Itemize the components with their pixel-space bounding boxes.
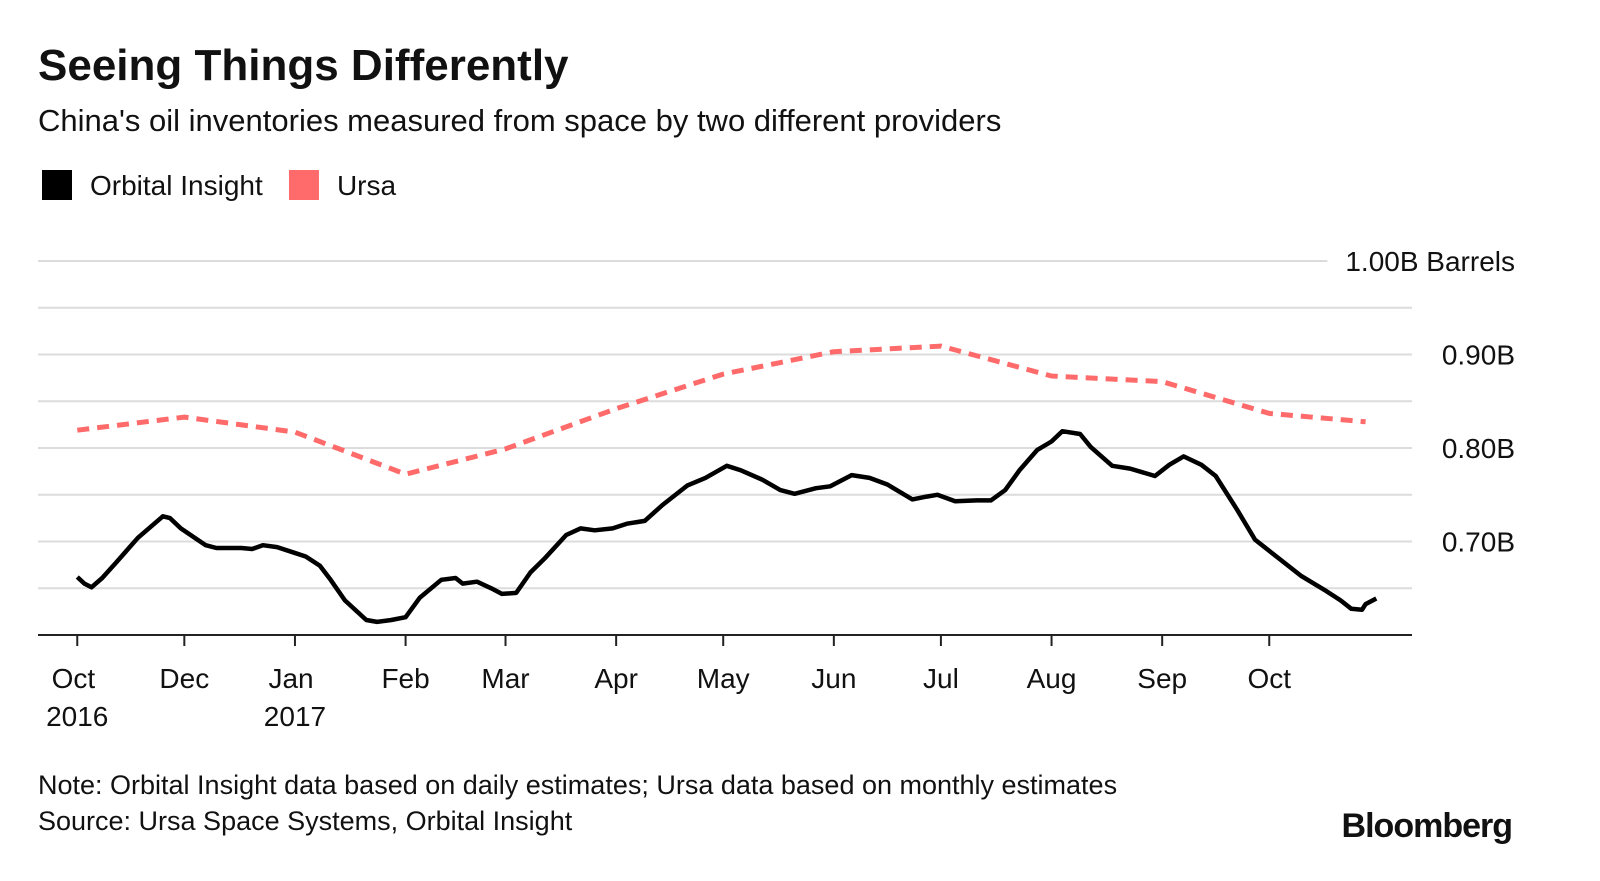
- x-tick-label: Oct: [1247, 663, 1291, 694]
- legend-label: Orbital Insight: [90, 170, 263, 201]
- x-tick-label: Oct 2016: [46, 663, 108, 732]
- label-background: [1423, 433, 1515, 464]
- x-tick-label: Sep: [1137, 663, 1187, 694]
- label-background: [1423, 526, 1515, 558]
- x-tick-label: Feb: [381, 663, 429, 694]
- source: Source: Ursa Space Systems, Orbital Insi…: [38, 806, 573, 836]
- x-tick-label: Jan 2017: [264, 663, 326, 732]
- credit: Bloomberg: [1342, 807, 1512, 845]
- legend-swatch: [42, 170, 72, 200]
- label-background: [1423, 339, 1515, 371]
- x-tick-label: Apr: [594, 663, 638, 694]
- x-tick-label: May: [697, 663, 750, 694]
- series-line: [76, 343, 1366, 477]
- y-tick-label: 1.00B Barrels: [1345, 246, 1515, 277]
- legend-label: Ursa: [337, 170, 397, 201]
- y-tick-label: 0.90B: [1442, 340, 1515, 371]
- legend-swatch: [288, 170, 319, 200]
- label-background: [1327, 246, 1515, 277]
- chart-title: Seeing Things Differently: [38, 41, 569, 90]
- x-tick-label: Dec: [159, 663, 209, 694]
- y-tick-label: 0.70B: [1442, 527, 1515, 558]
- x-tick-label: Jul: [923, 663, 959, 694]
- note: Note: Orbital Insight data based on dail…: [38, 770, 1117, 800]
- series-line: [75, 428, 1378, 625]
- x-tick-label: Aug: [1027, 663, 1077, 694]
- y-tick-label: 0.80B: [1442, 433, 1515, 464]
- x-tick-label: Jun: [811, 663, 856, 694]
- chart-subtitle: China's oil inventories measured from sp…: [38, 103, 1001, 138]
- x-tick-label: Mar: [481, 663, 529, 694]
